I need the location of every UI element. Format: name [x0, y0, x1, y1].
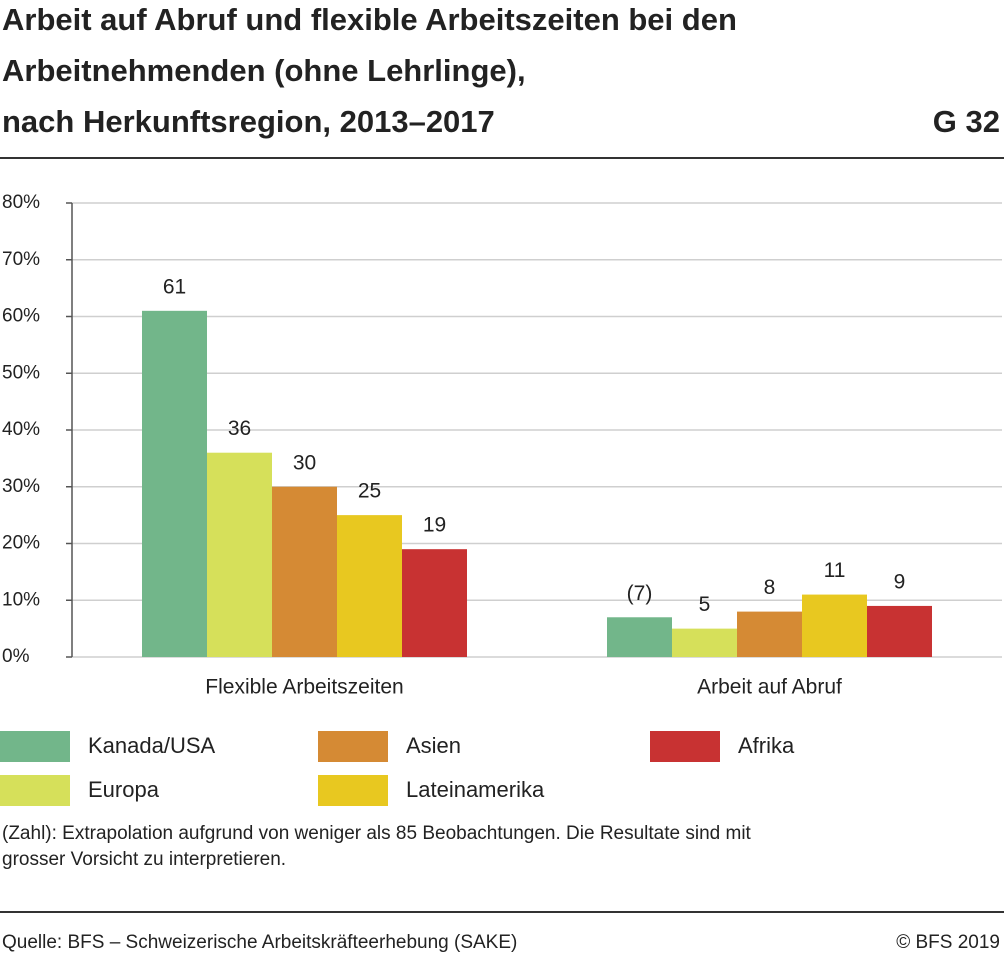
y-tick-label: 20% [2, 533, 40, 554]
y-tick-label: 40% [2, 419, 40, 440]
note: grosser Vorsicht zu interpretieren. [2, 849, 286, 870]
legend-swatch [318, 775, 388, 806]
bar [272, 486, 337, 657]
data-label: 9 [894, 570, 906, 593]
legend-swatch [0, 775, 70, 806]
y-tick-label: 50% [2, 362, 40, 383]
y-tick-label: 80% [2, 192, 40, 213]
chart-title: Arbeit auf Abruf und flexible Arbeitszei… [2, 2, 737, 37]
legend-label: Europa [88, 777, 160, 802]
data-label: 25 [358, 480, 381, 503]
x-tick-label: Arbeit auf Abruf [697, 676, 842, 699]
bar [672, 628, 737, 657]
legend-swatch [318, 731, 388, 762]
y-tick-label: 70% [2, 249, 40, 270]
chart-title: Arbeitnehmenden (ohne Lehrlinge), [2, 53, 526, 88]
data-label: 8 [764, 576, 776, 599]
bar [607, 617, 672, 657]
data-label: 36 [228, 417, 251, 440]
bar [402, 549, 467, 657]
bar [802, 594, 867, 657]
y-tick-label: 0% [2, 646, 30, 667]
bar [737, 611, 802, 657]
legend-label: Asien [406, 733, 461, 758]
legend-label: Lateinamerika [406, 777, 545, 802]
data-label: 11 [824, 559, 846, 582]
source: Quelle: BFS – Schweizerische Arbeitskräf… [2, 932, 517, 953]
data-label: 5 [699, 593, 711, 616]
bar [142, 310, 207, 657]
chart-number: G 32 [933, 104, 1000, 139]
legend-swatch [0, 731, 70, 762]
bar [337, 515, 402, 657]
legend-label: Afrika [738, 733, 795, 758]
x-tick-label: Flexible Arbeitszeiten [205, 676, 403, 699]
copyright: © BFS 2019 [896, 932, 1000, 953]
y-tick-label: 30% [2, 476, 40, 497]
bar [207, 452, 272, 657]
note: (Zahl): Extrapolation aufgrund von wenig… [2, 823, 752, 844]
data-label: 19 [423, 514, 446, 537]
chart-title: nach Herkunftsregion, 2013–2017 [2, 104, 495, 139]
bar [867, 605, 932, 657]
legend-label: Kanada/USA [88, 733, 216, 758]
data-label: 61 [163, 275, 186, 298]
data-label: (7) [627, 582, 653, 605]
y-tick-label: 60% [2, 306, 40, 327]
y-tick-label: 10% [2, 589, 40, 610]
legend-swatch [650, 731, 720, 762]
data-label: 30 [293, 451, 316, 474]
